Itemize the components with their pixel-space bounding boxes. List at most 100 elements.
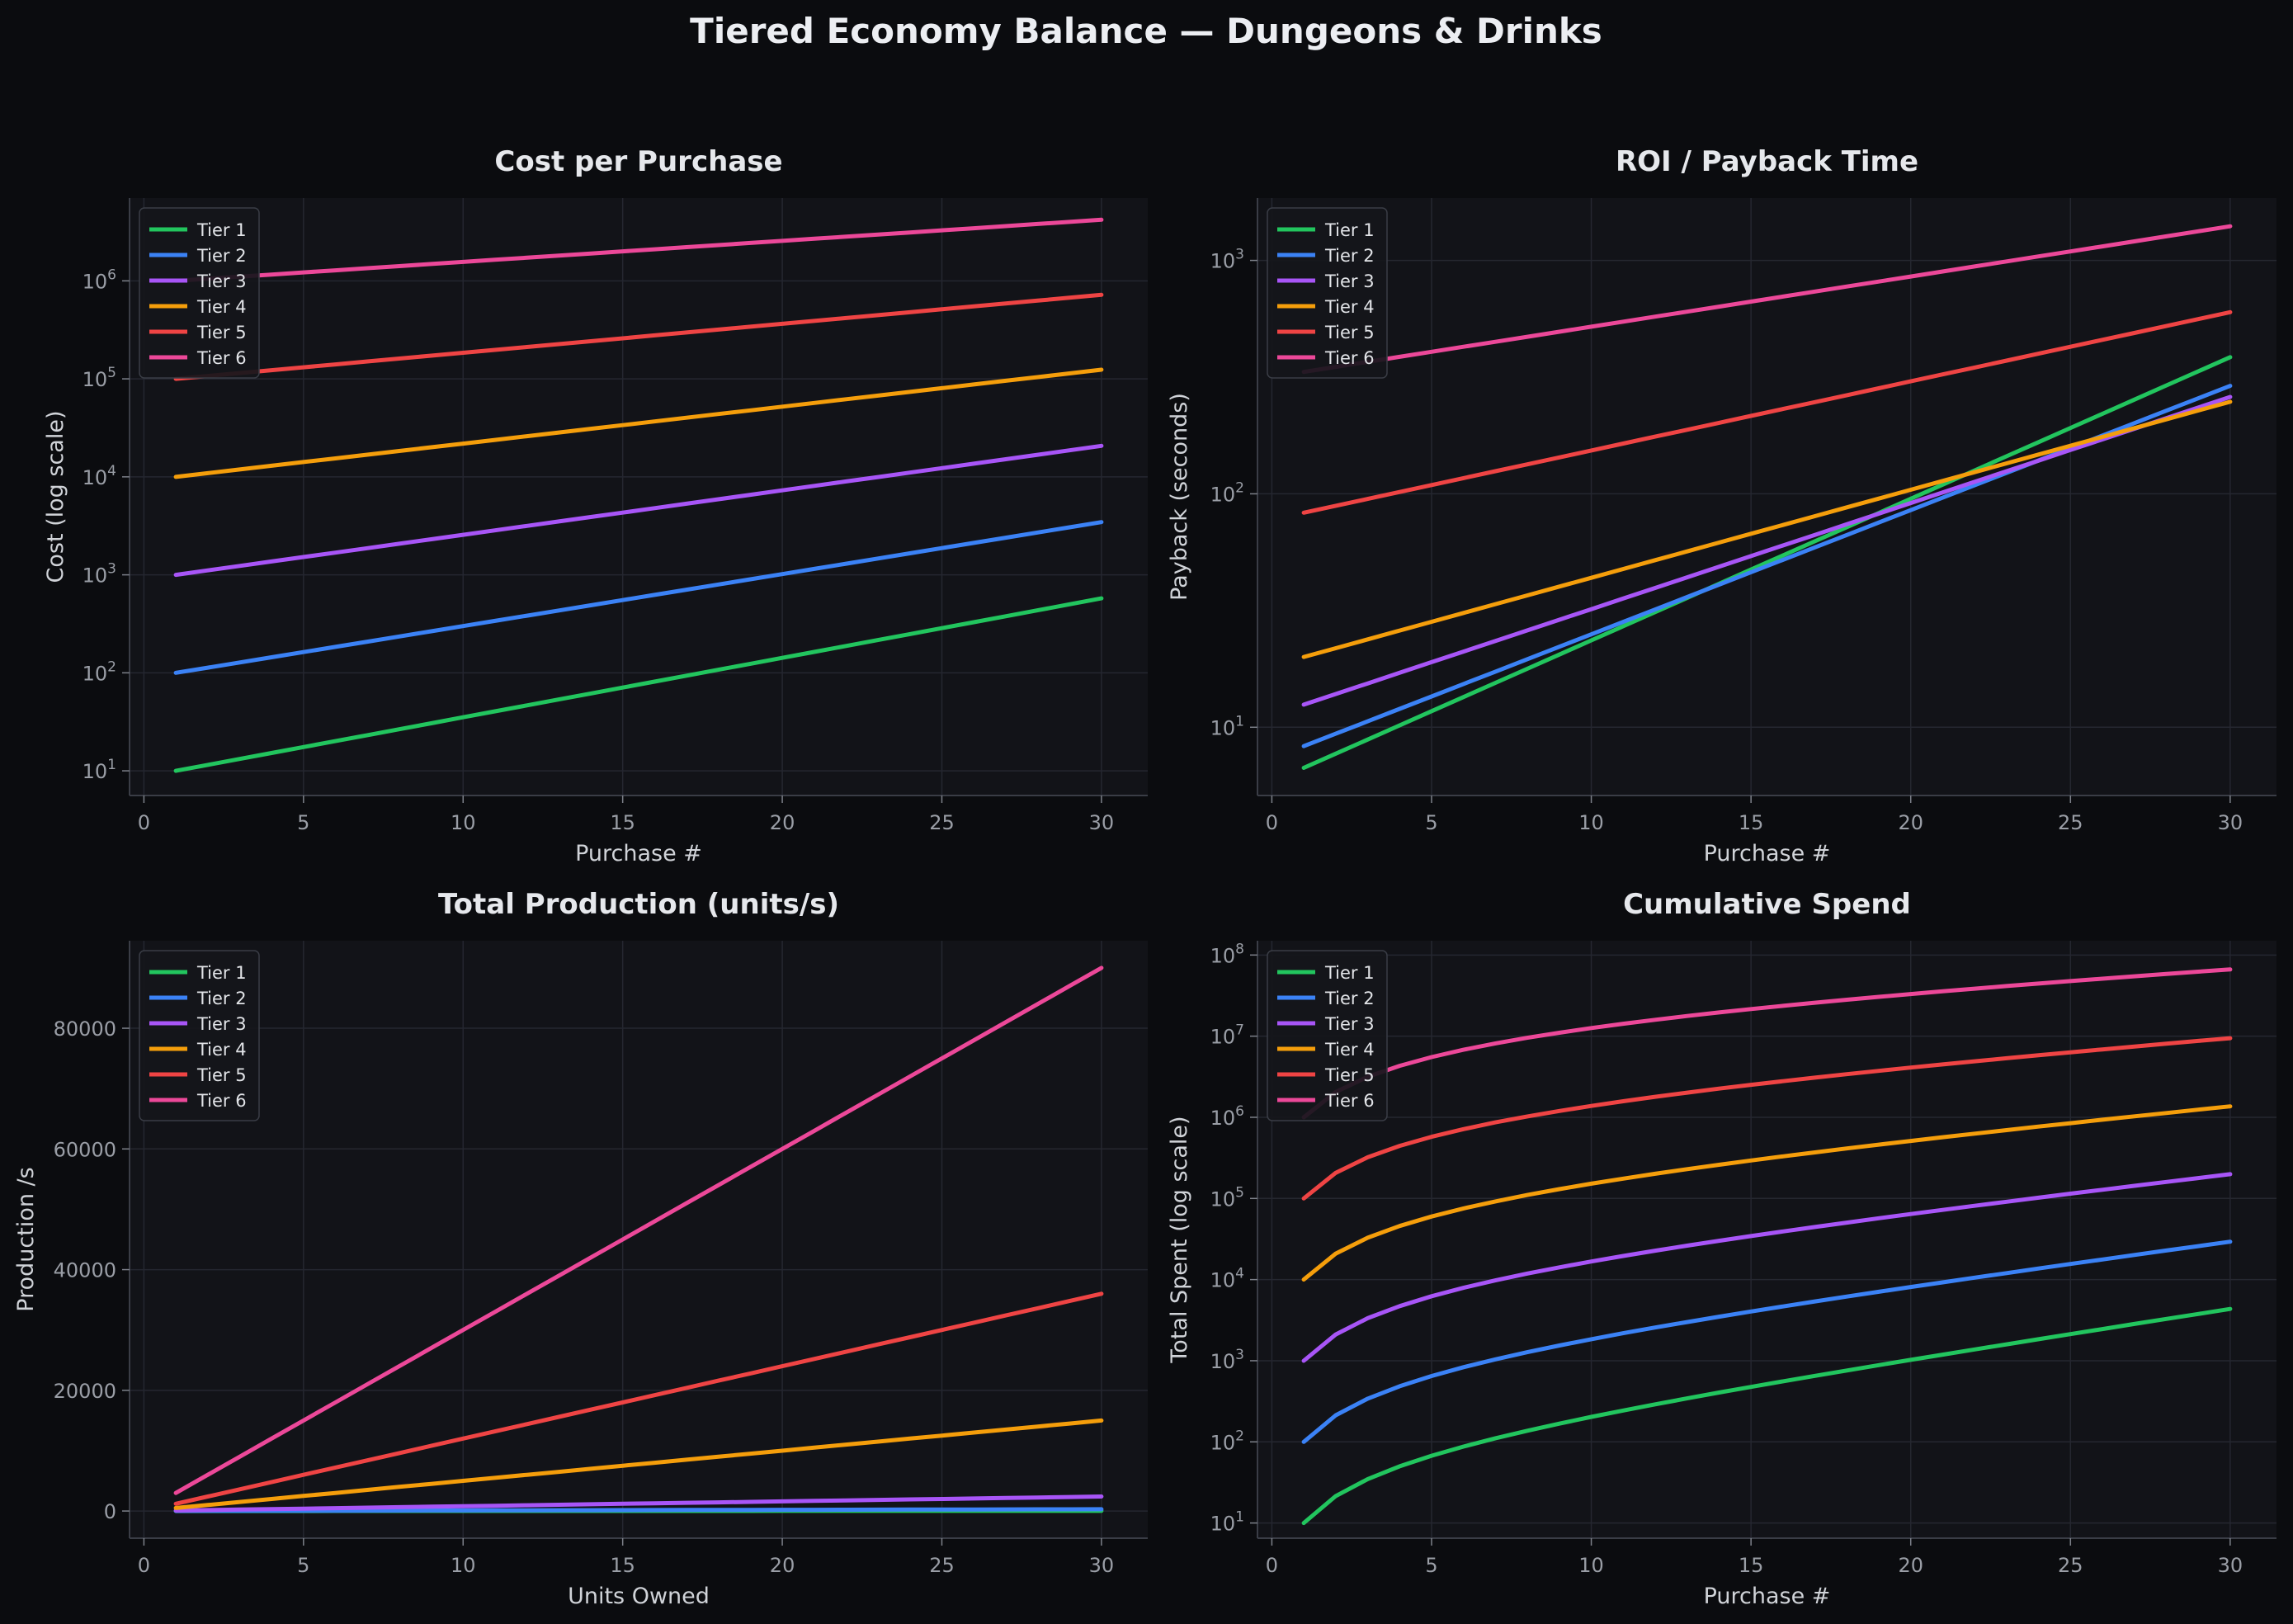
chart-title: ROI / Payback Time [1616,145,1918,178]
x-tick-label: 20 [770,1554,795,1577]
legend: Tier 1 Tier 2 Tier 3 Tier 4 Tier 5 Tier 6 [139,950,260,1121]
x-axis-label: Purchase # [575,841,702,866]
series-line-tier-5 [1301,309,2233,515]
x-axis-label: Units Owned [568,1584,710,1609]
legend-label-tier-2: Tier 2 [1324,989,1375,1008]
series-line-tier-5 [173,292,1104,381]
series-line-tier-6 [1301,224,2233,375]
legend-label-tier-4: Tier 4 [196,297,247,317]
y-tick-label: 105 [1210,1184,1244,1211]
plot-area [1257,941,2276,1538]
x-tick-label: 20 [770,811,795,834]
series-line-tier-6 [173,217,1104,283]
series-line-tier-4 [173,367,1104,479]
series-line-tier-6 [1301,967,2233,1120]
legend-label-tier-6: Tier 6 [196,348,247,368]
x-tick-label: 15 [610,1554,635,1577]
x-tick-label: 25 [2058,811,2083,834]
panel-total-production: 0 5 10 15 20 25 30 0 20000 40000 60000 80000 Total P… [13,888,1148,1609]
plot-area [130,198,1148,795]
legend-box [1267,207,1388,379]
y-tick-label: 107 [1210,1022,1244,1049]
x-tick-label: 10 [451,1554,476,1577]
legend-label-tier-3: Tier 3 [196,271,247,291]
legend-label-tier-2: Tier 2 [196,246,247,266]
y-tick-label: 104 [1210,1266,1244,1292]
legend: Tier 1 Tier 2 Tier 3 Tier 4 Tier 5 Tier 6 [139,207,260,379]
x-tick-label: 30 [2218,811,2243,834]
x-tick-label: 0 [1266,811,1278,834]
legend: Tier 1 Tier 2 Tier 3 Tier 4 Tier 5 Tier 6 [1267,207,1388,379]
legend-label-tier-4: Tier 4 [1324,1040,1375,1060]
series-line-tier-2 [1301,1239,2233,1444]
x-tick-label: 15 [1739,811,1764,834]
x-tick-label: 5 [297,1554,309,1577]
series-line-tier-5 [173,1291,1104,1506]
x-tick-label: 15 [610,811,635,834]
series-line-tier-5 [1301,1036,2233,1201]
series-line-tier-4 [1301,399,2233,659]
legend-label-tier-6: Tier 6 [1324,1091,1375,1111]
x-tick-label: 5 [1425,1554,1437,1577]
y-tick-label: 40000 [54,1259,116,1282]
y-tick-label: 0 [104,1500,116,1523]
legend-label-tier-1: Tier 1 [1324,963,1375,983]
panel-cumulative-spend: 0 5 10 15 20 25 30 101 102 103 104 105 106 107 108 Cumu… [1167,888,2276,1609]
y-tick-label: 60000 [54,1138,116,1161]
y-tick-label: 80000 [54,1017,116,1041]
y-tick-label: 104 [83,463,116,489]
x-axis-label: Purchase # [1704,1584,1831,1609]
legend-label-tier-5: Tier 5 [196,323,247,342]
legend-label-tier-6: Tier 6 [1324,348,1375,368]
legend-label-tier-5: Tier 5 [1324,323,1375,342]
legend-label-tier-5: Tier 5 [196,1065,247,1085]
series-line-tier-3 [1301,394,2233,707]
x-tick-label: 5 [297,811,309,834]
legend-box [139,207,260,379]
legend-label-tier-1: Tier 1 [196,963,247,983]
y-axis-label: Production /s [13,1167,39,1311]
series-line-tier-1 [173,596,1104,773]
x-tick-label: 10 [451,811,476,834]
x-tick-label: 20 [1898,811,1923,834]
panel-cost-per-purchase: 0 5 10 15 20 25 30 101 102 103 104 105 106 Cost per P… [43,145,1148,866]
x-tick-label: 25 [929,1554,955,1577]
chart-title: Total Production (units/s) [438,888,839,921]
y-tick-label: 102 [1210,1428,1244,1454]
x-tick-label: 25 [929,811,955,834]
legend: Tier 1 Tier 2 Tier 3 Tier 4 Tier 5 Tier 6 [1267,950,1388,1121]
series-line-tier-1 [1301,355,2233,770]
chart-title: Cumulative Spend [1623,888,1911,921]
x-tick-label: 10 [1578,1554,1604,1577]
y-tick-label: 106 [83,267,116,293]
y-tick-label: 20000 [54,1380,116,1403]
y-tick-label: 101 [1210,1509,1244,1536]
x-tick-label: 5 [1425,811,1437,834]
legend-label-tier-2: Tier 2 [1324,246,1375,266]
x-tick-label: 10 [1578,811,1604,834]
y-axis-label: Total Spent (log scale) [1167,1116,1192,1363]
y-axis-label: Cost (log scale) [43,411,68,583]
y-tick-label: 103 [83,561,116,588]
legend-label-tier-1: Tier 1 [196,220,247,240]
legend-label-tier-5: Tier 5 [1324,1065,1375,1085]
series-line-tier-2 [173,1507,1104,1513]
series-line-tier-2 [173,520,1104,675]
y-tick-label: 103 [1210,247,1244,273]
legend-label-tier-3: Tier 3 [1324,271,1375,291]
figure-title: Tiered Economy Balance — Dungeons & Drin… [690,11,1602,51]
y-tick-label: 103 [1210,1347,1244,1373]
legend-label-tier-1: Tier 1 [1324,220,1375,240]
x-tick-label: 0 [138,811,150,834]
y-tick-label: 101 [83,757,116,783]
series-line-tier-4 [173,1418,1104,1510]
legend-label-tier-2: Tier 2 [196,989,247,1008]
y-tick-label: 106 [1210,1103,1244,1130]
x-tick-label: 30 [2218,1554,2243,1577]
legend-box [139,950,260,1121]
series-line-tier-3 [1301,1172,2233,1363]
x-tick-label: 25 [2058,1554,2083,1577]
legend-label-tier-4: Tier 4 [196,1040,247,1060]
y-tick-label: 105 [83,365,116,391]
